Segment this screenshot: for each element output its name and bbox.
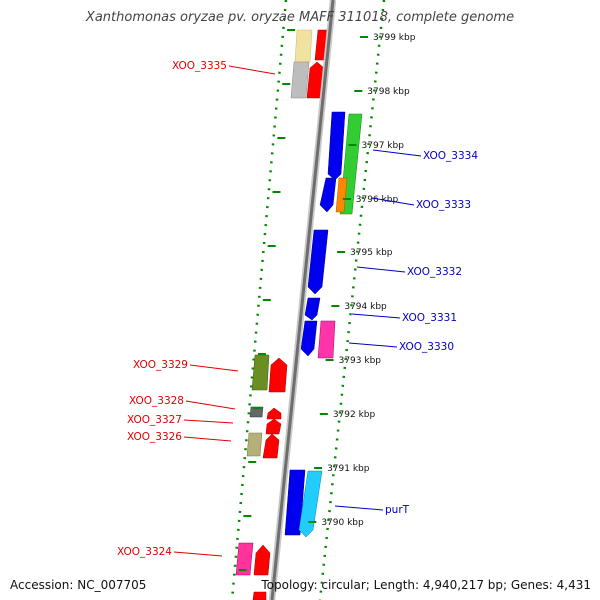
scale-tick-label: 3798 kbp: [367, 87, 410, 97]
gene-label-leader: [173, 551, 223, 557]
gene-arrow[interactable]: [253, 544, 271, 576]
scale-tick-label: 3796 kbp: [356, 195, 399, 205]
gene-label[interactable]: XOO_3327: [127, 414, 182, 426]
gene-block[interactable]: [290, 61, 310, 99]
gene-label[interactable]: XOO_3332: [407, 266, 462, 278]
scale-tick-label: 3793 kbp: [339, 356, 382, 366]
gene-label-leader: [348, 342, 398, 348]
gene-label-leader: [185, 400, 236, 410]
scale-ticks: 3799 kbp 3798 kbp 3797 kbp 3796 kbp 3795 kbp…: [308, 33, 416, 528]
gene-label-leader: [371, 197, 415, 206]
gene-label[interactable]: XOO_3330: [399, 341, 454, 353]
gene-arrow[interactable]: [327, 111, 346, 181]
gene-block[interactable]: [317, 320, 336, 359]
gene-features: [235, 29, 363, 600]
genome-summary-text: Topology: circular; Length: 4,940,217 bp…: [261, 578, 591, 592]
gene-arrow[interactable]: [307, 229, 329, 295]
gene-label-leader: [228, 65, 276, 75]
gene-arrow[interactable]: [265, 418, 282, 435]
gene-labels: XOO_3335 XOO_3334 XOO_3333 XOO_3332 XOO_3331…: [117, 60, 478, 558]
gene-label[interactable]: XOO_3329: [133, 359, 188, 371]
gene-block[interactable]: [294, 29, 313, 63]
gene-arrow[interactable]: [304, 297, 321, 321]
scale-tick-label: 3797 kbp: [362, 141, 405, 151]
gene-arrow[interactable]: [268, 357, 288, 393]
gene-label[interactable]: XOO_3326: [127, 431, 182, 443]
genome-title: Xanthomonas oryzae pv. oryzae MAFF 31101…: [85, 10, 515, 25]
scale-tick-label: 3799 kbp: [373, 33, 416, 43]
gene-block[interactable]: [335, 177, 348, 213]
gene-block[interactable]: [246, 432, 263, 457]
gene-label-leader: [189, 364, 239, 372]
gene-arrow[interactable]: [319, 177, 337, 213]
accession-text: Accession: NC_007705: [10, 578, 147, 592]
gene-arrow[interactable]: [266, 407, 282, 420]
gene-label[interactable]: purT: [385, 504, 410, 516]
scale-tick-label: 3792 kbp: [333, 410, 376, 420]
ring-tick-marks: [238, 29, 296, 571]
gene-block[interactable]: [284, 469, 306, 536]
gene-label-leader: [334, 505, 384, 511]
gene-block[interactable]: [251, 354, 270, 391]
outer-dotted-ring-left: [230, 0, 288, 600]
gene-label-leader: [183, 436, 232, 442]
gene-label-leader: [183, 419, 234, 424]
scale-tick-label: 3794 kbp: [344, 302, 387, 312]
gene-block[interactable]: [235, 542, 254, 576]
gene-label[interactable]: XOO_3335: [172, 60, 227, 72]
gene-label-leader: [372, 149, 422, 157]
gene-arrow[interactable]: [262, 433, 280, 459]
gene-label[interactable]: XOO_3333: [416, 199, 471, 211]
gene-label-leader: [351, 313, 401, 319]
gene-arrow[interactable]: [300, 320, 318, 357]
gene-label[interactable]: XOO_3334: [423, 150, 478, 162]
scale-tick-label: 3791 kbp: [327, 464, 370, 474]
gene-label[interactable]: XOO_3331: [402, 312, 457, 324]
scale-tick-label: 3795 kbp: [350, 248, 393, 258]
gene-label[interactable]: XOO_3324: [117, 546, 172, 558]
chromosome-axis-core: [270, 0, 335, 600]
gene-arrow[interactable]: [298, 470, 323, 538]
gene-label[interactable]: XOO_3328: [129, 395, 184, 407]
gene-block[interactable]: [252, 591, 267, 600]
outer-dotted-ring-right: [318, 0, 386, 600]
scale-tick-label: 3790 kbp: [321, 518, 364, 528]
gene-label-leader: [356, 266, 406, 273]
